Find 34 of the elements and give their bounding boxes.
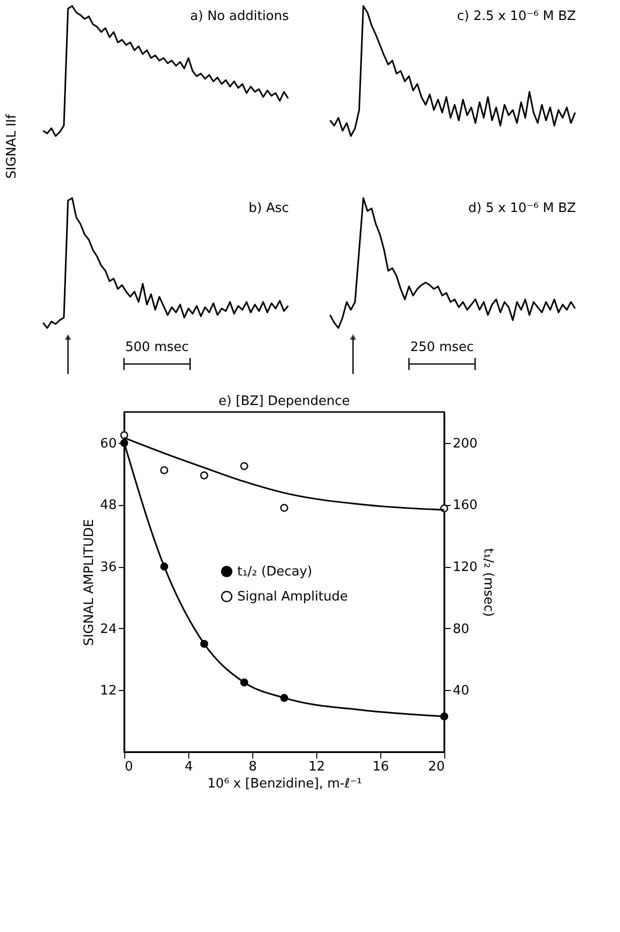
text: 500 msec bbox=[125, 340, 189, 355]
y2-tick-label: 120 bbox=[452, 560, 478, 576]
x-tick-label: 12 bbox=[308, 760, 325, 774]
text: 250 msec bbox=[410, 340, 474, 355]
x-tick-label: 20 bbox=[428, 760, 445, 774]
legend-label: Signal Amplitude bbox=[237, 590, 348, 604]
chart-title: a) No additions bbox=[190, 9, 290, 24]
y2-tick-label: 200 bbox=[452, 436, 478, 452]
y-tick-label: 24 bbox=[100, 622, 117, 637]
y2-tick-label: 160 bbox=[452, 498, 478, 514]
y-tick-label: 48 bbox=[100, 498, 117, 514]
point bbox=[240, 462, 248, 470]
y2-tick-label: 40 bbox=[452, 684, 470, 699]
x-tick-label: 8 bbox=[248, 760, 257, 774]
x-tick-label: 0 bbox=[124, 760, 133, 774]
point bbox=[120, 431, 128, 440]
x-tick-label: 16 bbox=[372, 760, 389, 774]
chart-title: e) [BZ] Dependence bbox=[218, 394, 350, 409]
y2-tick-label: 80 bbox=[452, 622, 470, 637]
chart-title: c) 2.5 x 10⁻⁶ M BZ bbox=[456, 9, 576, 24]
legend-label: t₁/₂ (Decay) bbox=[237, 564, 312, 580]
x-axis-title: 10⁶ x [Benzidine], m-ℓ⁻¹ bbox=[207, 776, 362, 792]
point bbox=[200, 471, 208, 480]
y-axis-title: SIGNAL IIf bbox=[4, 114, 20, 179]
y2-axis-title: t₁/₂ (msec) bbox=[480, 548, 496, 617]
chart-title: b) Asc bbox=[248, 201, 289, 216]
point bbox=[280, 504, 288, 512]
chart-title: d) 5 x 10⁻⁶ M BZ bbox=[468, 201, 576, 216]
y-axis-title: SIGNAL AMPLITUDE bbox=[82, 519, 98, 646]
x-tick-label: 4 bbox=[184, 760, 193, 774]
y-tick-label: 12 bbox=[100, 684, 117, 699]
y-tick-label: 36 bbox=[100, 560, 117, 576]
y-tick-label: 60 bbox=[100, 436, 117, 452]
point bbox=[160, 466, 168, 474]
